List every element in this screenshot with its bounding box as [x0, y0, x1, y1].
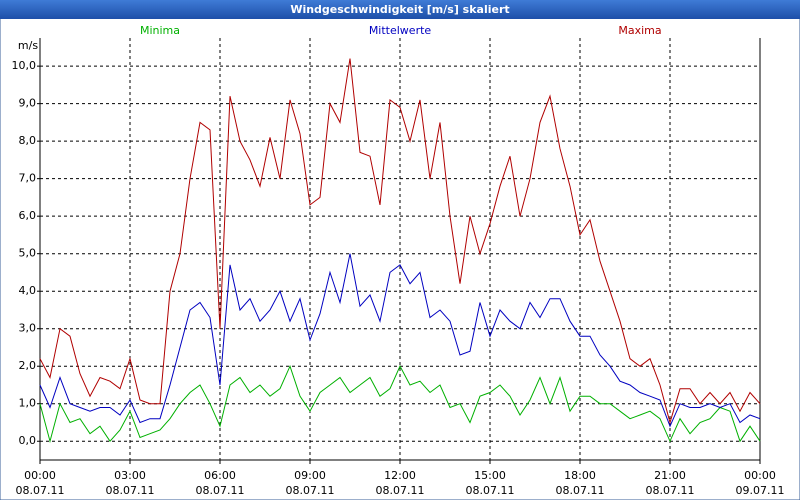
- x-tick-date: 08.07.11: [376, 484, 425, 497]
- series-line: [39, 58, 761, 425]
- x-tick-label: 03:00: [114, 469, 146, 482]
- y-tick-label: 1,0: [19, 397, 37, 410]
- x-tick-date: 08.07.11: [196, 484, 245, 497]
- x-tick-label: 15:00: [474, 469, 506, 482]
- x-tick-label: 21:00: [654, 469, 686, 482]
- x-tick-label: 09:00: [294, 469, 326, 482]
- x-tick-label: 06:00: [204, 469, 236, 482]
- x-tick-date: 08.07.11: [106, 484, 155, 497]
- legend-entry: Minima: [140, 24, 180, 37]
- x-tick-date: 08.07.11: [466, 484, 515, 497]
- y-tick-label: 7,0: [19, 172, 37, 185]
- x-tick-date: 08.07.11: [646, 484, 695, 497]
- y-tick-label: 0,0: [19, 434, 37, 447]
- x-tick-label: 12:00: [384, 469, 416, 482]
- series-line: [39, 364, 761, 444]
- y-tick-label: 9,0: [19, 97, 37, 110]
- legend-entry: Mittelwerte: [369, 24, 432, 37]
- y-tick-label: 8,0: [19, 134, 37, 147]
- y-axis-label: m/s: [18, 39, 38, 52]
- legend-entry: Maxima: [618, 24, 661, 37]
- title-bar: [0, 0, 800, 19]
- series-line: [39, 253, 761, 428]
- x-tick-label: 00:00: [744, 469, 776, 482]
- x-tick-date: 08.07.11: [286, 484, 335, 497]
- x-tick-label: 18:00: [564, 469, 596, 482]
- x-tick-date: 08.07.11: [16, 484, 65, 497]
- y-tick-label: 4,0: [19, 284, 37, 297]
- y-tick-label: 5,0: [19, 247, 37, 260]
- x-tick-date: 09.07.11: [736, 484, 785, 497]
- y-tick-label: 2,0: [19, 359, 37, 372]
- window-title: Windgeschwindigkeit [m/s] skaliert: [290, 3, 509, 16]
- x-tick-date: 08.07.11: [556, 484, 605, 497]
- y-tick-label: 6,0: [19, 209, 37, 222]
- x-tick-label: 00:00: [24, 469, 56, 482]
- y-tick-label: 10,0: [12, 59, 37, 72]
- y-tick-label: 3,0: [19, 322, 37, 335]
